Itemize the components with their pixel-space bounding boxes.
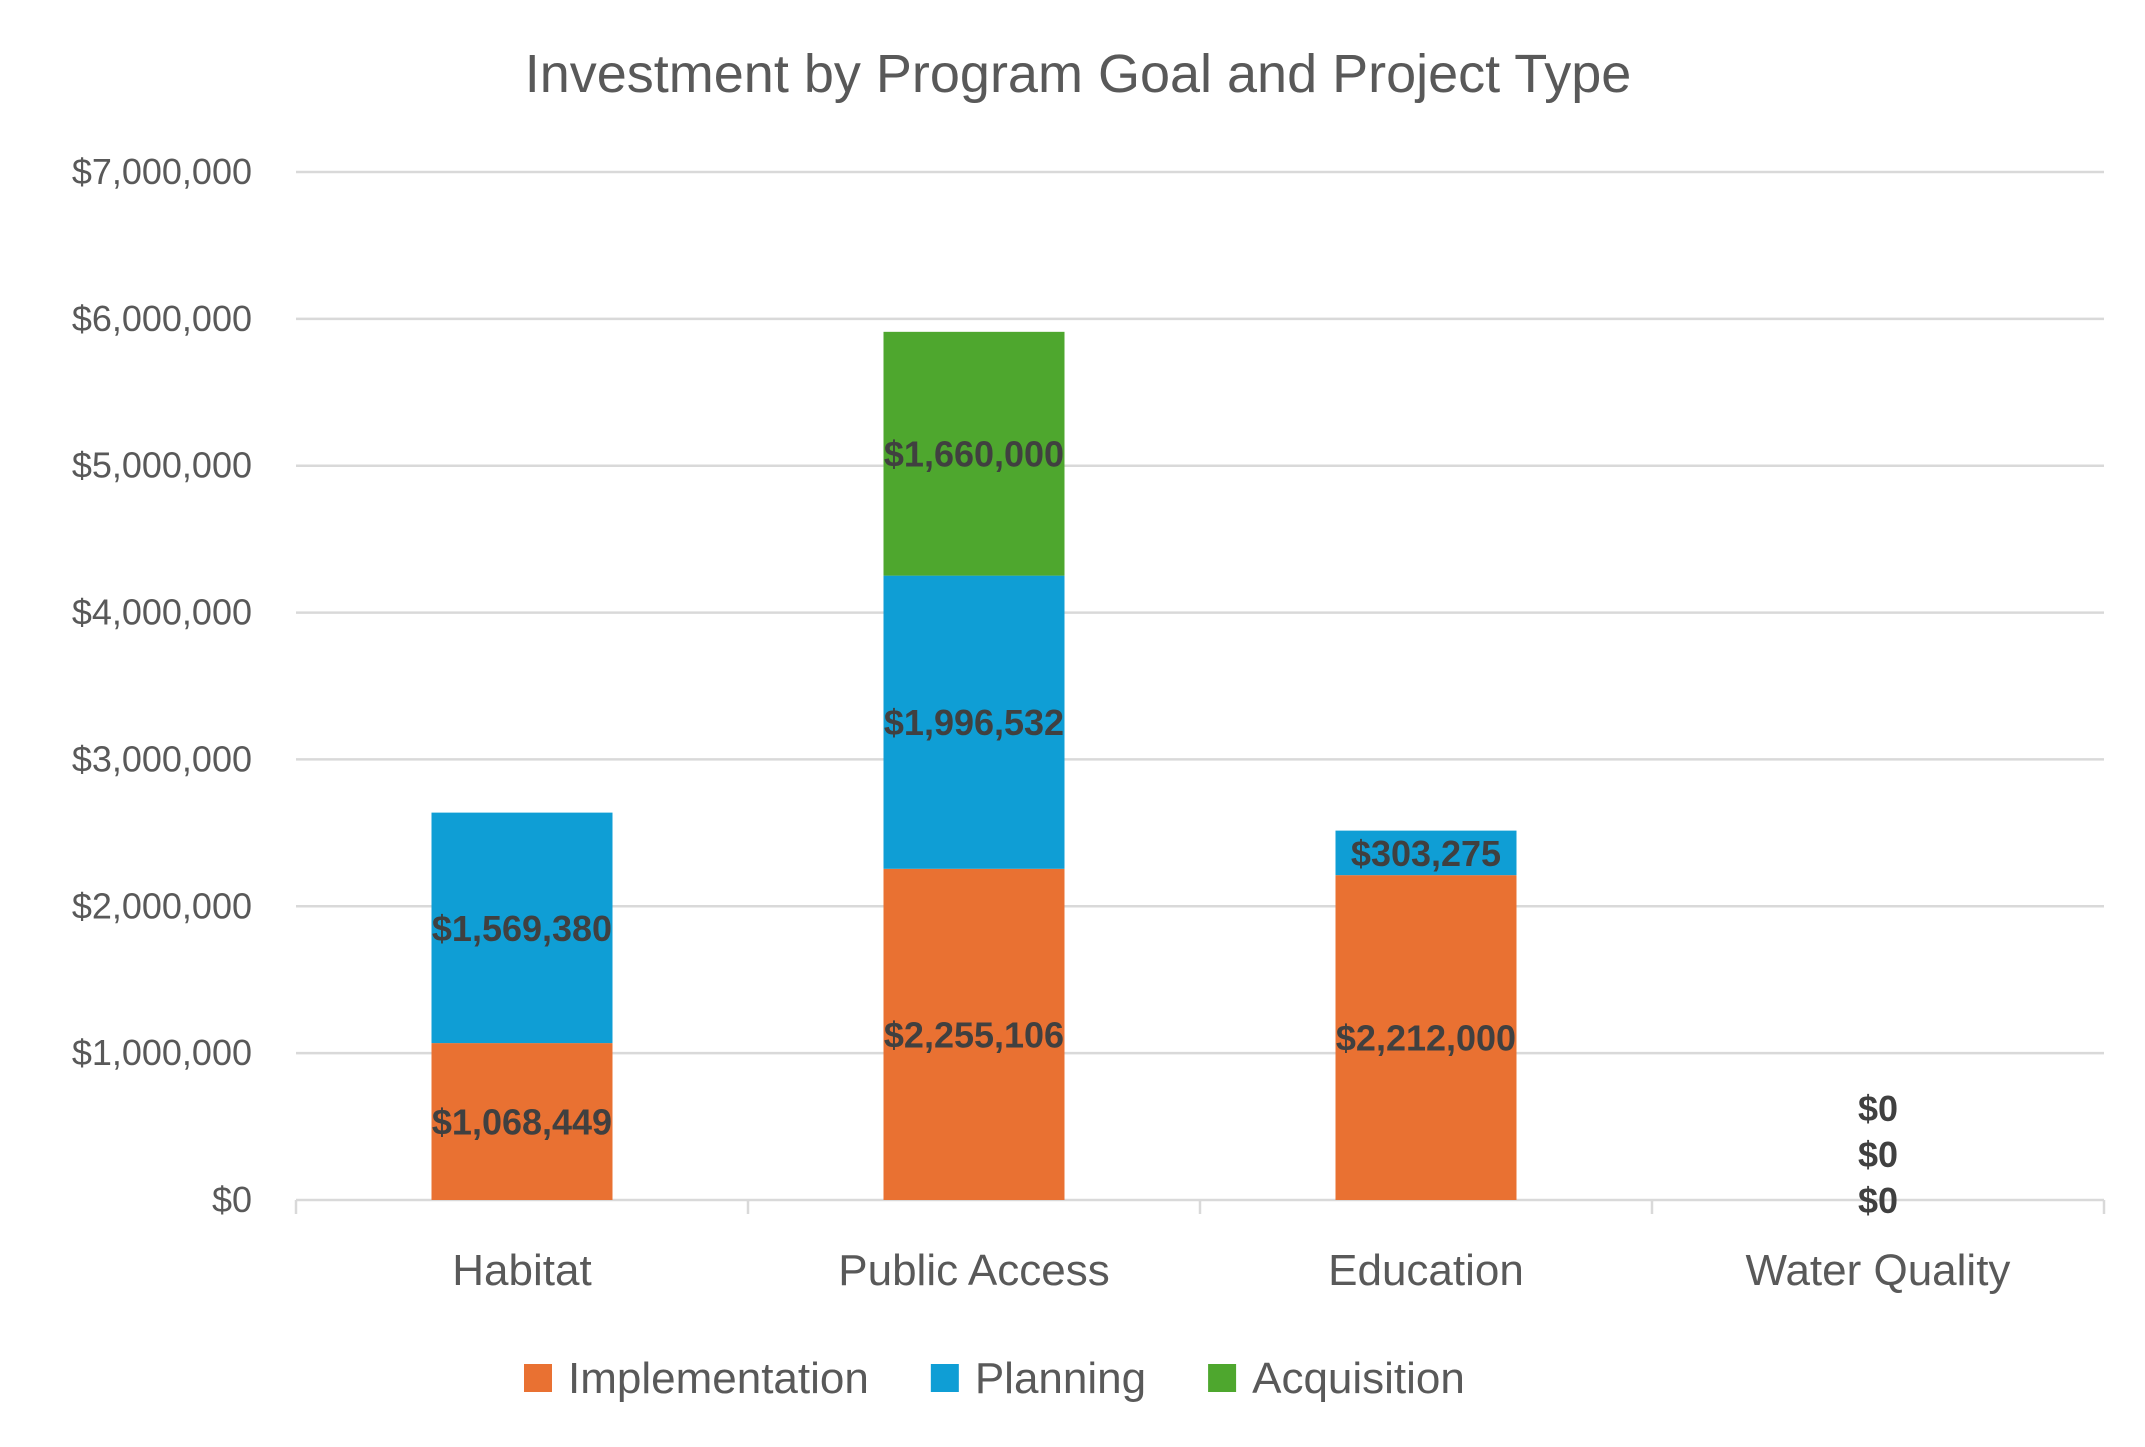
legend-item-implementation: Implementation: [524, 1354, 869, 1403]
bar-implementation: [431, 1043, 613, 1200]
x-category-label: Water Quality: [1746, 1246, 2011, 1295]
data-label: $1,660,000: [884, 434, 1064, 475]
legend-label: Acquisition: [1252, 1354, 1465, 1403]
bar-acquisition: [883, 331, 1065, 576]
data-label: $0: [1858, 1134, 1898, 1175]
data-label: $0: [1858, 1180, 1898, 1221]
data-label: $303,275: [1351, 833, 1501, 874]
legend-label: Planning: [975, 1354, 1146, 1403]
data-label: $1,996,532: [884, 702, 1064, 743]
bars: [431, 331, 1517, 1200]
data-label: $0: [1858, 1088, 1898, 1129]
bar-planning: [1335, 830, 1517, 876]
x-category-label: Education: [1328, 1246, 1524, 1295]
chart-title: Investment by Program Goal and Project T…: [525, 44, 1632, 104]
bar-implementation: [883, 868, 1065, 1200]
x-axis: Habitat Public Access Education Water Quali…: [294, 1200, 2106, 1295]
bar-implementation: [1335, 875, 1517, 1200]
legend-item-acquisition: Acquisition: [1208, 1354, 1465, 1403]
y-tick-label: $0: [212, 1179, 252, 1220]
legend-swatch: [1208, 1364, 1237, 1392]
data-label: $2,255,106: [884, 1014, 1064, 1055]
x-category-label: Habitat: [452, 1246, 591, 1295]
y-tick-label: $7,000,000: [72, 151, 252, 192]
data-label: $1,569,380: [432, 908, 612, 949]
data-labels: $1,068,449 $1,569,380 $2,255,106 $1,996,532…: [432, 434, 1898, 1221]
bar-planning: [431, 812, 613, 1044]
legend: Implementation Planning Acquisition: [524, 1354, 1465, 1403]
legend-swatch: [930, 1364, 959, 1392]
legend-swatch: [524, 1364, 552, 1392]
data-label: $1,068,449: [432, 1102, 612, 1143]
y-axis: $0 $1,000,000 $2,000,000 $3,000,000 $4,000,0…: [72, 151, 252, 1220]
y-tick-label: $4,000,000: [72, 592, 252, 633]
x-category-label: Public Access: [838, 1246, 1109, 1295]
y-tick-label: $2,000,000: [72, 885, 252, 926]
bar-planning: [883, 575, 1065, 869]
y-tick-label: $6,000,000: [72, 298, 252, 339]
y-tick-label: $1,000,000: [72, 1032, 252, 1073]
data-label: $2,212,000: [1336, 1018, 1516, 1059]
legend-label: Implementation: [568, 1354, 869, 1403]
legend-item-planning: Planning: [930, 1354, 1146, 1403]
y-tick-label: $3,000,000: [72, 738, 252, 779]
y-tick-label: $5,000,000: [72, 445, 252, 486]
